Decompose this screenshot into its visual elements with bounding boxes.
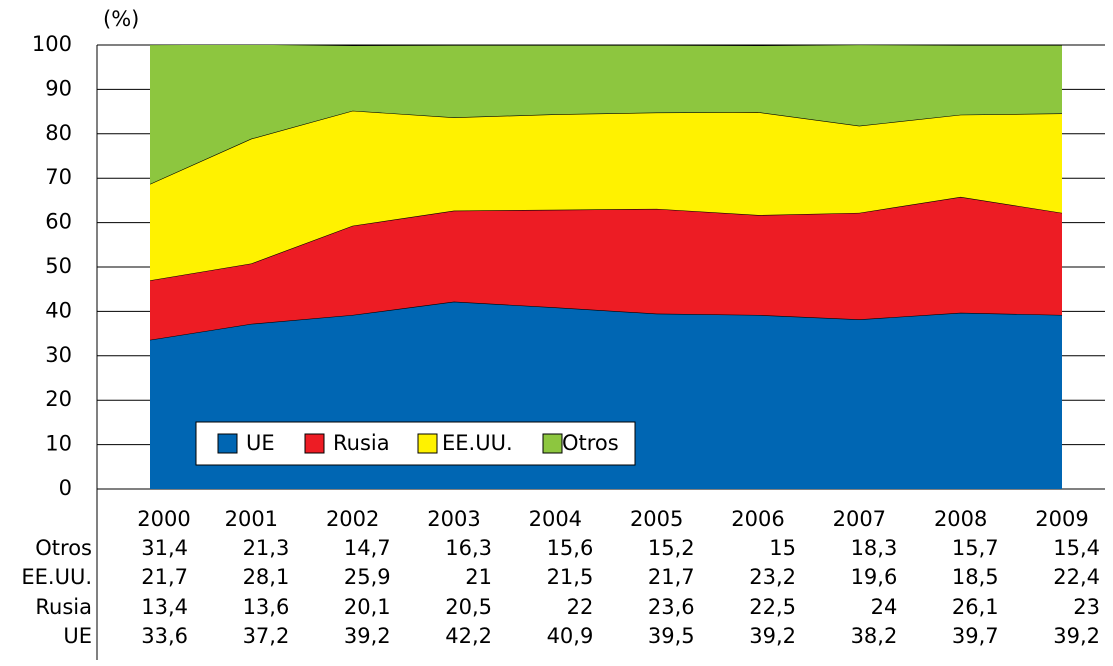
table-cell: 20,5	[445, 595, 492, 619]
y-tick-label: 50	[45, 254, 72, 278]
x-tick-label: 2009	[1035, 507, 1088, 531]
table-cell: 13,4	[141, 595, 188, 619]
table-cell: 20,1	[344, 595, 391, 619]
table-cell: 15,4	[1053, 536, 1100, 560]
table-cell: 23,2	[749, 565, 796, 589]
table-cell: 33,6	[141, 624, 188, 648]
table-cell: 19,6	[851, 565, 898, 589]
table-cell: 38,2	[851, 624, 898, 648]
y-tick-label: 60	[45, 210, 72, 234]
table-cell: 16,3	[445, 536, 492, 560]
x-tick-label: 2006	[731, 507, 784, 531]
table-cell: 22,4	[1053, 565, 1100, 589]
x-tick-label: 2002	[326, 507, 379, 531]
table-cell: 14,7	[344, 536, 391, 560]
legend-label: UE	[246, 431, 275, 455]
y-tick-label: 90	[45, 76, 72, 100]
y-tick-label: 30	[45, 343, 72, 367]
table-row-label: UE	[63, 624, 92, 648]
legend-label: Otros	[562, 431, 619, 455]
table-cell: 15,7	[952, 536, 999, 560]
x-tick-label: 2005	[630, 507, 683, 531]
table-cell: 22,5	[749, 595, 796, 619]
y-tick-label: 20	[45, 387, 72, 411]
table-cell: 22	[567, 595, 594, 619]
y-tick-label: 0	[59, 476, 72, 500]
table-cell: 23	[1073, 595, 1100, 619]
table-cell: 21	[465, 565, 492, 589]
table-cell: 28,1	[243, 565, 290, 589]
table-cell: 42,2	[445, 624, 492, 648]
table-row-label: EE.UU.	[21, 565, 92, 589]
table-row-label: Otros	[35, 536, 92, 560]
area	[150, 45, 1062, 184]
table-cell: 23,6	[648, 595, 695, 619]
table-cell: 15,6	[547, 536, 594, 560]
table-cell: 39,2	[1053, 624, 1100, 648]
x-tick-label: 2000	[137, 507, 190, 531]
table-cell: 13,6	[243, 595, 290, 619]
table-cell: 21,3	[243, 536, 290, 560]
legend-swatch	[304, 433, 325, 454]
table-cell: 15	[769, 536, 796, 560]
table-cell: 25,9	[344, 565, 391, 589]
y-tick-label: 70	[45, 165, 72, 189]
table-cell: 18,5	[952, 565, 999, 589]
legend-label: Rusia	[333, 431, 390, 455]
table-cell: 24	[871, 595, 898, 619]
y-tick-label: 100	[32, 32, 72, 56]
y-tick-label: 80	[45, 121, 72, 145]
x-tick-label: 2004	[529, 507, 582, 531]
x-tick-label: 2007	[833, 507, 886, 531]
table-cell: 40,9	[547, 624, 594, 648]
table-cell: 21,5	[547, 565, 594, 589]
table-row-label: Rusia	[35, 595, 92, 619]
x-tick-label: 2008	[934, 507, 987, 531]
table-cell: 15,2	[648, 536, 695, 560]
table-cell: 21,7	[648, 565, 695, 589]
table-cell: 39,5	[648, 624, 695, 648]
table-cell: 31,4	[141, 536, 188, 560]
x-tick-label: 2001	[225, 507, 278, 531]
table-cell: 26,1	[952, 595, 999, 619]
table-cell: 39,2	[344, 624, 391, 648]
area	[150, 110, 1062, 281]
x-tick-label: 2003	[427, 507, 480, 531]
legend-swatch	[542, 433, 563, 454]
legend-swatch	[417, 433, 438, 454]
table-cell: 18,3	[851, 536, 898, 560]
table-cell: 21,7	[141, 565, 188, 589]
table-cell: 37,2	[243, 624, 290, 648]
y-tick-label: 10	[45, 432, 72, 456]
y-tick-label: 40	[45, 298, 72, 322]
table-cell: 39,7	[952, 624, 999, 648]
legend-swatch	[217, 433, 238, 454]
area	[150, 196, 1062, 340]
y-axis-label: (%)	[103, 7, 139, 31]
table-cell: 39,2	[749, 624, 796, 648]
legend-label: EE.UU.	[442, 431, 513, 455]
